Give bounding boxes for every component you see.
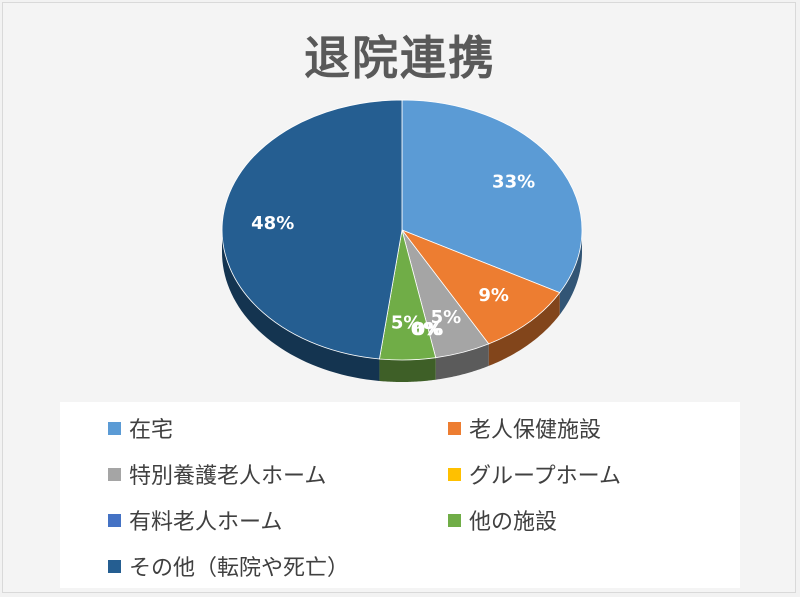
legend-swatch-3 <box>108 467 121 481</box>
chart-title: 退院連携 <box>304 31 496 85</box>
legend-swatch-1 <box>108 421 121 435</box>
legend-label-2: 老人保健施設 <box>469 418 602 443</box>
legend-swatch-5 <box>108 513 121 527</box>
data-label-3: 5% <box>431 307 462 328</box>
slice-1-side <box>559 230 582 315</box>
legend-swatch-6 <box>448 513 461 527</box>
slice-2 <box>400 229 561 345</box>
data-label-1: 33% <box>492 171 535 192</box>
legend-item-3: 特別養護老人ホーム <box>108 458 326 490</box>
legend-item-2: 老人保健施設 <box>448 412 601 444</box>
slice-2-side <box>488 292 560 366</box>
legend-swatch-7 <box>108 559 121 573</box>
legend-label-5: 有料老人ホーム <box>129 510 283 535</box>
data-label-5: 0% <box>411 319 442 340</box>
legend-swatch-2 <box>448 421 461 435</box>
legend-label-4: グループホーム <box>469 464 622 489</box>
legend-swatch-4 <box>448 467 461 481</box>
legend-item-5: 有料老人ホーム <box>108 504 282 536</box>
pie-chart: 33%9%5%0%0%5%48% <box>221 99 583 382</box>
data-label-2: 9% <box>478 285 509 306</box>
legend-item-7: その他（転院や死亡） <box>108 550 349 582</box>
legend-label-6: 他の施設 <box>469 510 558 535</box>
slice-6-side <box>379 357 436 382</box>
legend-label-3: 特別養護老人ホーム <box>129 464 327 489</box>
legend: 在宅 老人保健施設特別養護老人ホーム グループホーム有料老人ホーム 他の施設その他（転… <box>60 402 740 588</box>
slice-1 <box>401 99 583 294</box>
slice-3-side <box>435 343 489 380</box>
legend-label-7: その他（転院や死亡） <box>129 556 350 581</box>
slice-7-side <box>222 230 380 381</box>
slice-7 <box>221 99 403 360</box>
data-label-6: 5% <box>391 313 422 334</box>
legend-label-1: 在宅 <box>129 418 174 443</box>
data-label-7: 48% <box>251 213 294 234</box>
data-label-4: 0% <box>413 319 444 340</box>
legend-item-4: グループホーム <box>448 458 621 490</box>
legend-item-6: 他の施設 <box>448 504 557 536</box>
legend-item-1: 在宅 <box>108 412 173 444</box>
